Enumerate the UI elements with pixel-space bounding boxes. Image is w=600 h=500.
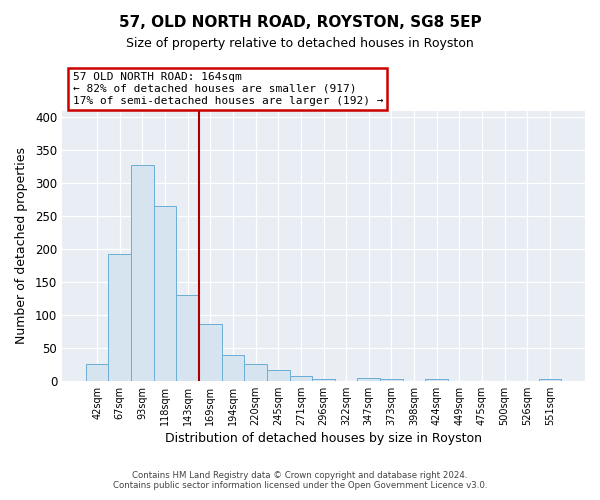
Bar [154,206,176,381]
Text: Size of property relative to detached houses in Royston: Size of property relative to detached ho… [126,38,474,51]
Bar [221,355,244,381]
Bar [244,364,267,381]
Text: 57, OLD NORTH ROAD, ROYSTON, SG8 5EP: 57, OLD NORTH ROAD, ROYSTON, SG8 5EP [119,15,481,30]
Bar [539,379,561,381]
Bar [131,165,154,381]
Bar [358,378,380,381]
Text: 57 OLD NORTH ROAD: 164sqm
← 82% of detached houses are smaller (917)
17% of semi: 57 OLD NORTH ROAD: 164sqm ← 82% of detac… [73,72,383,106]
Text: Contains HM Land Registry data © Crown copyright and database right 2024.
Contai: Contains HM Land Registry data © Crown c… [113,470,487,490]
Bar [380,379,403,381]
Bar [109,254,131,381]
Y-axis label: Number of detached properties: Number of detached properties [15,148,28,344]
Bar [425,379,448,381]
Bar [176,295,199,381]
Bar [290,376,312,381]
X-axis label: Distribution of detached houses by size in Royston: Distribution of detached houses by size … [165,432,482,445]
Bar [86,364,109,381]
Bar [312,379,335,381]
Bar [199,324,221,381]
Bar [267,370,290,381]
